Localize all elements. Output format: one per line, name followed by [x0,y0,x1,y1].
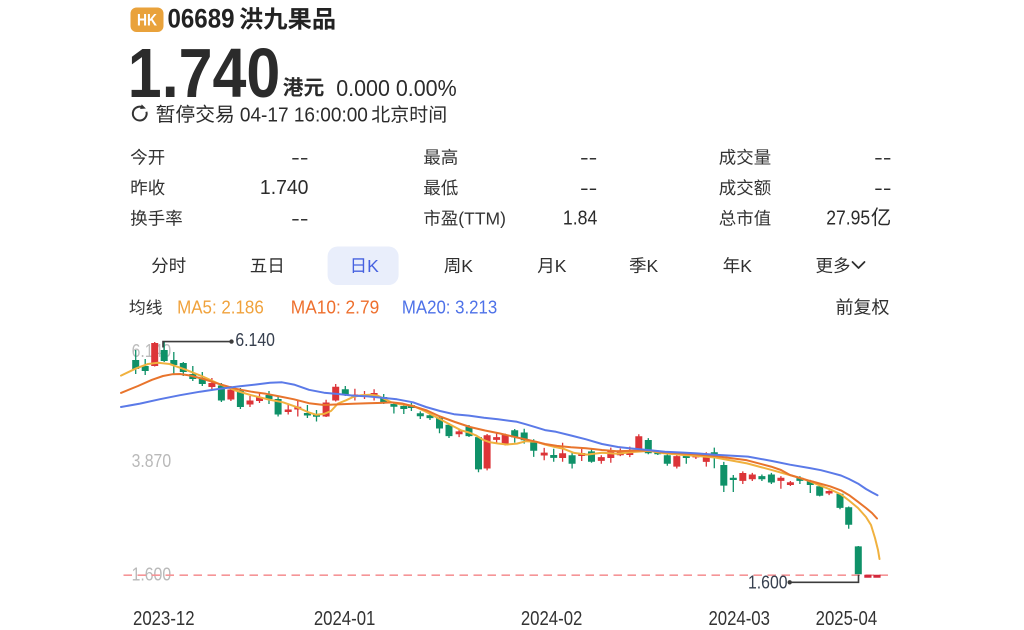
svg-text:2024-01: 2024-01 [314,608,376,630]
svg-text:--: -- [291,208,308,229]
svg-text:06689: 06689 [168,4,235,34]
svg-text:--: -- [874,147,891,168]
svg-text:2025-04: 2025-04 [816,608,878,630]
svg-text:2024-02: 2024-02 [521,608,583,630]
svg-text:K: K [555,256,567,276]
svg-text:MA10: 2.79: MA10: 2.79 [291,298,379,318]
svg-text:1.740: 1.740 [128,34,280,112]
svg-text:K: K [740,256,752,276]
svg-text:--: -- [580,177,597,198]
svg-text:0.000 0.00%: 0.000 0.00% [336,75,457,101]
svg-text:6.140: 6.140 [235,330,275,350]
svg-text:HK: HK [137,12,157,30]
svg-text:1.84: 1.84 [563,207,597,230]
svg-text:K: K [647,256,659,276]
svg-text:1.740: 1.740 [260,176,309,199]
svg-text:--: -- [580,147,597,168]
svg-text:K: K [461,256,473,276]
svg-text:MA5: 2.186: MA5: 2.186 [177,298,264,318]
svg-text:27.95: 27.95 [826,207,870,230]
svg-text:--: -- [291,147,308,168]
svg-text:2024-03: 2024-03 [708,608,770,630]
svg-text:K: K [367,256,379,276]
svg-text:3.870: 3.870 [132,451,172,471]
svg-text:1.600: 1.600 [748,572,788,592]
svg-text:1.600: 1.600 [132,565,172,585]
svg-text:2023-12: 2023-12 [133,608,195,630]
svg-text:04-17 16:00:00: 04-17 16:00:00 [240,104,368,126]
svg-text:(TTM): (TTM) [458,209,506,229]
svg-text:MA20: 3.213: MA20: 3.213 [402,298,497,318]
svg-text:--: -- [874,177,891,198]
